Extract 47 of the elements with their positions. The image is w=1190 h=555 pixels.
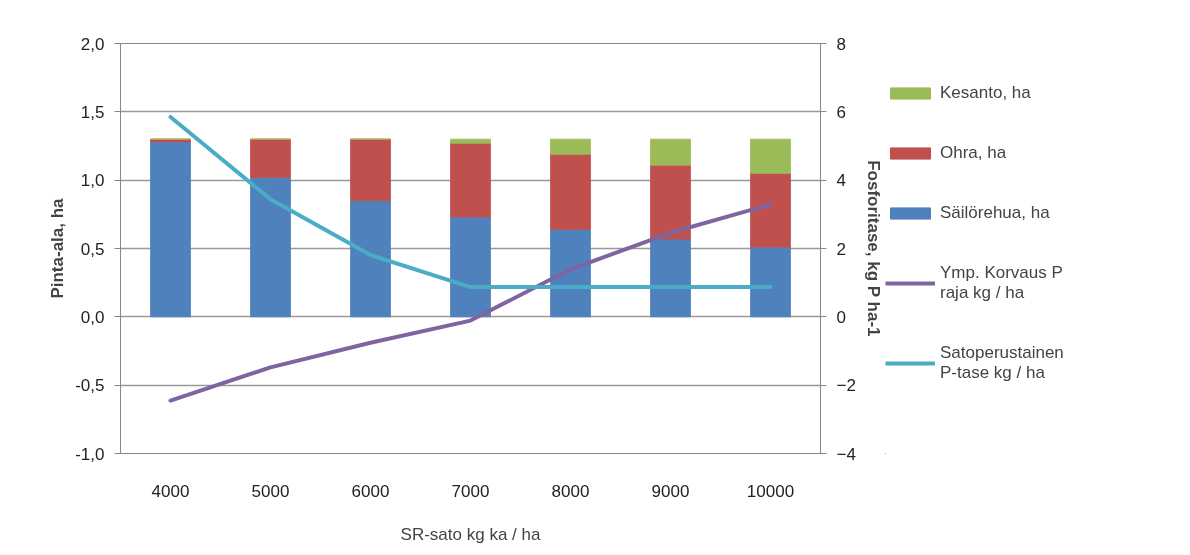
legend-label: Satoperustainen P-tase kg / ha — [940, 343, 1064, 383]
line-series — [168, 114, 773, 290]
y-tick-label: 2,0 — [80, 34, 105, 54]
bar — [450, 216, 491, 318]
x-tick-label: 9000 — [651, 481, 690, 501]
y2-tick-label: 0 — [836, 307, 846, 327]
y2-axis-title: Fosforitase, kg P ha-1 — [863, 160, 883, 337]
y-tick-label: 1,0 — [80, 171, 105, 191]
x-tick-label: 8000 — [551, 481, 590, 501]
y-tick-label: 0,0 — [80, 307, 105, 327]
y-tick-label: -0,5 — [75, 376, 105, 396]
y2-tick-label: 6 — [836, 102, 846, 122]
legend-label: Ohra, ha — [940, 143, 1008, 163]
bar — [250, 177, 291, 318]
bar — [650, 138, 691, 166]
y2-tick-label: −4 — [836, 444, 856, 464]
bar — [750, 172, 791, 248]
bar — [350, 138, 391, 202]
y2-tick-label: −2 — [836, 376, 856, 396]
legend-label: Kesanto, ha — [940, 83, 1032, 103]
y-axis-title: Pinta-ala, ha — [48, 197, 68, 299]
y2-tick-label: 2 — [836, 239, 846, 259]
bar — [550, 138, 591, 155]
bar — [450, 138, 491, 144]
bar — [650, 238, 691, 318]
x-tick-label: 4000 — [151, 481, 190, 501]
x-tick-label: 6000 — [351, 481, 390, 501]
bar — [250, 138, 291, 178]
bar — [750, 138, 791, 174]
bar — [750, 246, 791, 318]
bar — [150, 141, 191, 318]
bar — [650, 164, 691, 240]
x-tick-label: 7000 — [451, 481, 490, 501]
x-axis-title: SR-sato kg ka / ha — [400, 524, 541, 544]
x-tick-label: 5000 — [251, 481, 290, 501]
bar — [550, 153, 591, 230]
y2-tick-label: 4 — [836, 171, 846, 191]
legend-label: Ymp. Korvaus P raja kg / ha — [940, 263, 1063, 303]
y-tick-label: 0,5 — [80, 239, 105, 259]
legend-label: Säilörehua, ha — [940, 203, 1050, 223]
line-series — [168, 202, 773, 403]
x-tick-label: 10000 — [746, 481, 795, 501]
y2-tick-label: 8 — [836, 34, 846, 54]
bar — [450, 142, 491, 218]
bar — [350, 200, 391, 318]
y-tick-label: -1,0 — [75, 444, 105, 464]
y-tick-label: 1,5 — [80, 102, 105, 122]
